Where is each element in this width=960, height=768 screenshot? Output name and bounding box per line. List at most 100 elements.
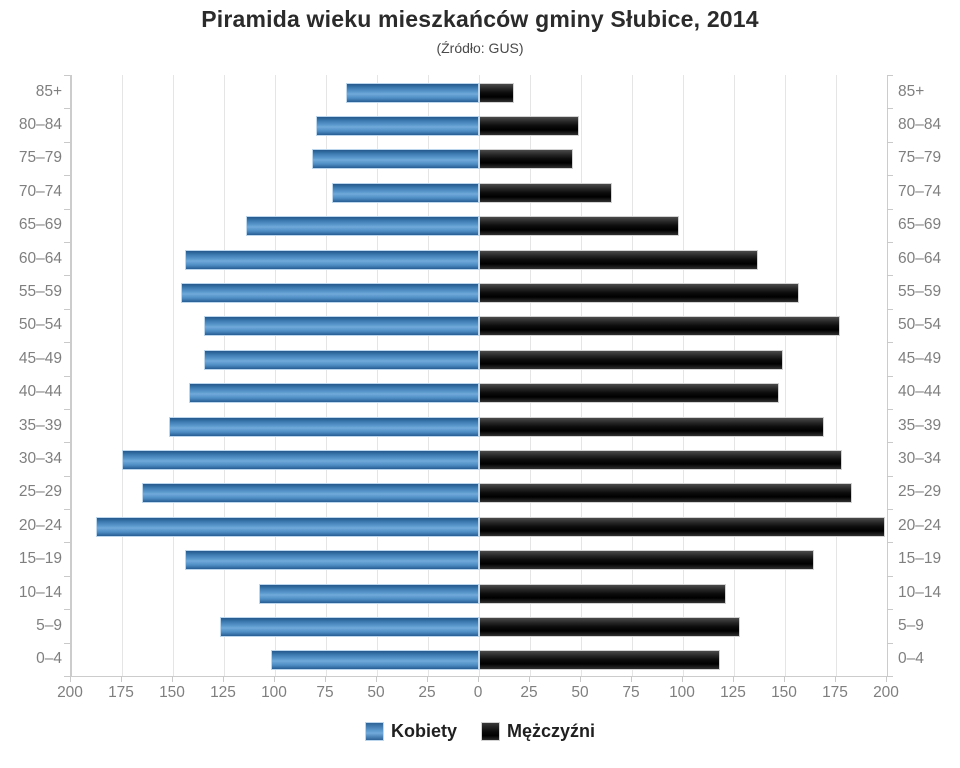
kobiety-bar xyxy=(311,149,479,170)
age-group-label-right: 40–44 xyxy=(898,383,942,401)
axis-tick xyxy=(887,509,893,511)
x-axis-tick-label: 175 xyxy=(108,684,134,701)
x-axis-tick-label: 200 xyxy=(873,684,899,701)
axis-tick xyxy=(887,575,893,577)
age-group-label-left: 0–4 xyxy=(36,650,62,668)
age-group-label-right: 30–34 xyxy=(898,449,942,467)
x-axis-tick-label: 0 xyxy=(473,684,483,701)
kobiety-bar xyxy=(270,650,479,671)
plot-area xyxy=(70,75,888,677)
mezczyzni-bar xyxy=(479,449,843,470)
axis-tick xyxy=(64,308,70,310)
axis-tick xyxy=(887,375,893,377)
axis-tick xyxy=(376,676,377,682)
legend-label-mezczyzni: Mężczyźni xyxy=(506,721,596,741)
x-axis-tick-label: 175 xyxy=(822,684,848,701)
pyramid-row xyxy=(71,643,887,676)
axis-tick xyxy=(64,208,70,210)
age-group-label-right: 75–79 xyxy=(898,149,942,167)
pyramid-row xyxy=(71,209,887,242)
x-axis-tick-label: 25 xyxy=(520,684,538,701)
axis-tick xyxy=(64,275,70,277)
legend-item-kobiety[interactable]: Kobiety xyxy=(364,721,457,742)
axis-tick xyxy=(172,676,173,682)
axis-tick xyxy=(64,375,70,377)
axis-tick xyxy=(886,676,887,682)
axis-tick xyxy=(64,241,70,243)
age-group-label-left: 55–59 xyxy=(18,283,62,301)
age-group-label-right: 65–69 xyxy=(898,216,942,234)
age-group-label-right: 80–84 xyxy=(898,116,942,134)
gridline xyxy=(121,75,123,676)
x-axis-tick-label: 125 xyxy=(720,684,746,701)
pyramid-row xyxy=(71,509,887,542)
mezczyzni-bar xyxy=(479,283,800,304)
age-group-label-left: 75–79 xyxy=(18,149,62,167)
axis-tick xyxy=(887,175,893,177)
pyramid-row xyxy=(71,75,887,108)
mezczyzni-bar xyxy=(479,583,726,604)
age-group-label-right: 0–4 xyxy=(898,650,924,668)
axis-tick xyxy=(887,75,893,76)
legend-item-mezczyzni[interactable]: Mężczyźni xyxy=(480,721,596,742)
gridline xyxy=(835,75,837,676)
legend-label-kobiety: Kobiety xyxy=(390,721,457,741)
age-group-label-right: 20–24 xyxy=(898,516,942,534)
age-group-label-right: 85+ xyxy=(898,82,925,100)
pyramid-row xyxy=(71,609,887,642)
age-group-label-left: 30–34 xyxy=(18,449,62,467)
pyramid-row xyxy=(71,242,887,275)
pyramid-row xyxy=(71,142,887,175)
age-group-label-right: 10–14 xyxy=(898,583,942,601)
age-group-label-left: 5–9 xyxy=(36,616,62,634)
x-axis-tick-label: 50 xyxy=(571,684,589,701)
age-group-label-right: 70–74 xyxy=(898,182,942,200)
axis-tick xyxy=(64,609,70,611)
kobiety-bar xyxy=(181,283,479,304)
mezczyzni-bar xyxy=(479,149,573,170)
axis-tick xyxy=(64,408,70,410)
age-group-label-left: 85+ xyxy=(35,82,62,100)
axis-tick xyxy=(64,342,70,344)
axis-tick xyxy=(887,475,893,477)
gridline xyxy=(733,75,735,676)
x-axis-tick-label: 25 xyxy=(418,684,436,701)
x-axis-tick-label: 150 xyxy=(771,684,797,701)
age-group-label-right: 15–19 xyxy=(898,550,942,568)
gridline xyxy=(631,75,633,676)
axis-tick xyxy=(64,509,70,511)
axis-tick xyxy=(887,676,893,677)
axis-tick xyxy=(733,676,734,682)
pyramid-row xyxy=(71,108,887,141)
gridline xyxy=(223,75,225,676)
mezczyzni-bar xyxy=(479,316,841,337)
pyramid-row xyxy=(71,576,887,609)
age-group-label-left: 45–49 xyxy=(18,349,62,367)
axis-tick xyxy=(64,175,70,177)
kobiety-swatch-icon xyxy=(364,722,384,741)
mezczyzni-swatch-icon xyxy=(480,722,500,741)
kobiety-bar xyxy=(95,516,479,537)
age-group-label-left: 35–39 xyxy=(18,416,62,434)
kobiety-bar xyxy=(122,449,479,470)
axis-tick xyxy=(64,475,70,477)
x-axis-tick-label: 50 xyxy=(367,684,385,701)
x-axis-tick-label: 200 xyxy=(57,684,83,701)
axis-tick xyxy=(887,342,893,344)
pyramid-row xyxy=(71,175,887,208)
kobiety-bar xyxy=(219,616,479,637)
axis-tick xyxy=(580,676,581,682)
axis-tick xyxy=(887,308,893,310)
mezczyzni-bar xyxy=(479,616,741,637)
axis-tick xyxy=(64,575,70,577)
age-group-label-right: 45–49 xyxy=(898,349,942,367)
age-group-label-left: 70–74 xyxy=(18,182,62,200)
mezczyzni-bar xyxy=(479,349,783,370)
age-group-label-right: 50–54 xyxy=(898,316,942,334)
gridline xyxy=(529,75,531,676)
axis-tick xyxy=(887,642,893,644)
axis-tick xyxy=(887,442,893,444)
kobiety-bar xyxy=(142,483,479,504)
age-group-label-right: 55–59 xyxy=(898,283,942,301)
